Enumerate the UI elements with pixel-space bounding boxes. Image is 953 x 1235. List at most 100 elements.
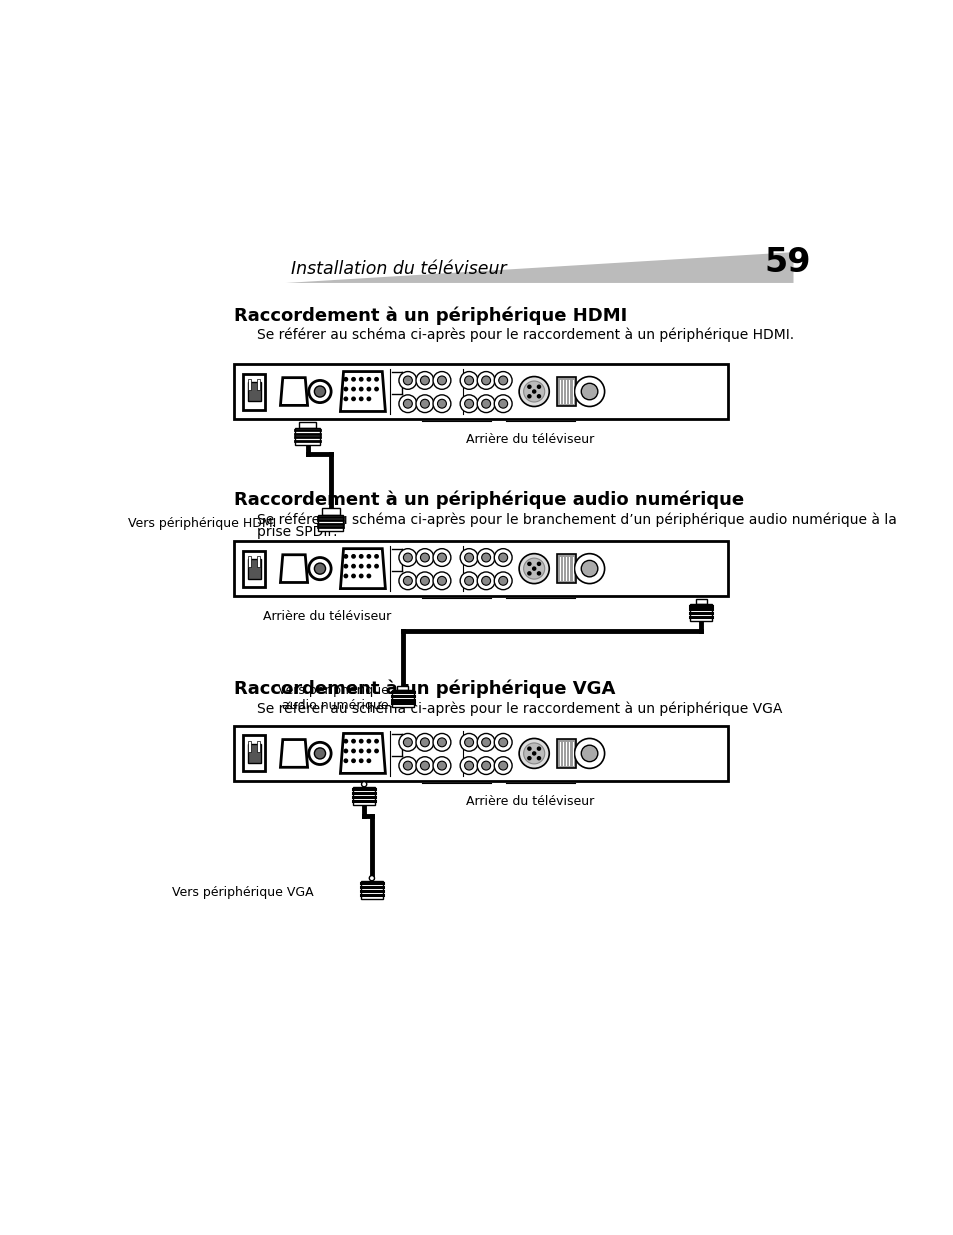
Circle shape bbox=[367, 564, 370, 568]
Circle shape bbox=[352, 388, 355, 390]
Circle shape bbox=[416, 395, 434, 412]
Circle shape bbox=[344, 398, 347, 400]
Circle shape bbox=[527, 757, 531, 760]
Bar bbox=[243, 373, 265, 410]
Bar bbox=[248, 382, 260, 401]
Circle shape bbox=[398, 548, 416, 567]
Circle shape bbox=[375, 740, 377, 743]
Circle shape bbox=[359, 378, 362, 380]
Polygon shape bbox=[280, 740, 307, 767]
Bar bbox=[690, 604, 711, 621]
Circle shape bbox=[459, 372, 477, 389]
Circle shape bbox=[523, 558, 544, 579]
Circle shape bbox=[532, 567, 536, 571]
Circle shape bbox=[416, 548, 434, 567]
Bar bbox=[243, 735, 265, 772]
Circle shape bbox=[574, 377, 604, 406]
Circle shape bbox=[527, 572, 531, 576]
Text: Se référer au schéma ci-après pour le raccordement à un périphérique HDMI.: Se référer au schéma ci-après pour le ra… bbox=[257, 327, 794, 342]
Circle shape bbox=[403, 577, 412, 585]
Circle shape bbox=[398, 372, 416, 389]
Circle shape bbox=[403, 737, 412, 747]
Circle shape bbox=[481, 399, 490, 408]
Bar bbox=[233, 541, 728, 597]
Bar bbox=[248, 556, 251, 567]
Circle shape bbox=[352, 564, 355, 568]
Circle shape bbox=[314, 748, 325, 760]
Circle shape bbox=[476, 395, 495, 412]
Circle shape bbox=[344, 378, 347, 380]
Text: Se référer au schéma ci-après pour le raccordement à un périphérique VGA: Se référer au schéma ci-après pour le ra… bbox=[257, 701, 781, 715]
Bar bbox=[233, 726, 728, 782]
Circle shape bbox=[367, 398, 370, 400]
Circle shape bbox=[498, 577, 507, 585]
Circle shape bbox=[359, 388, 362, 390]
Circle shape bbox=[481, 553, 490, 562]
Circle shape bbox=[433, 395, 451, 412]
Circle shape bbox=[464, 577, 473, 585]
Bar bbox=[695, 599, 706, 604]
Circle shape bbox=[459, 548, 477, 567]
Circle shape bbox=[481, 737, 490, 747]
Circle shape bbox=[420, 577, 429, 585]
Circle shape bbox=[375, 378, 377, 380]
Circle shape bbox=[359, 398, 362, 400]
Circle shape bbox=[494, 548, 512, 567]
Circle shape bbox=[433, 734, 451, 751]
Circle shape bbox=[464, 737, 473, 747]
Circle shape bbox=[494, 395, 512, 412]
Circle shape bbox=[416, 572, 434, 589]
Circle shape bbox=[344, 388, 347, 390]
Circle shape bbox=[464, 375, 473, 385]
Bar bbox=[392, 690, 414, 708]
Circle shape bbox=[580, 745, 598, 762]
Circle shape bbox=[359, 740, 362, 743]
Text: 59: 59 bbox=[763, 246, 810, 279]
Circle shape bbox=[494, 757, 512, 774]
Circle shape bbox=[437, 399, 446, 408]
Circle shape bbox=[437, 375, 446, 385]
Circle shape bbox=[494, 372, 512, 389]
Circle shape bbox=[580, 383, 598, 400]
Circle shape bbox=[433, 757, 451, 774]
Circle shape bbox=[352, 574, 355, 578]
Circle shape bbox=[416, 372, 434, 389]
Circle shape bbox=[437, 761, 446, 771]
Circle shape bbox=[403, 761, 412, 771]
Circle shape bbox=[498, 375, 507, 385]
Circle shape bbox=[344, 564, 347, 568]
Circle shape bbox=[314, 563, 325, 574]
Polygon shape bbox=[286, 252, 793, 283]
Circle shape bbox=[459, 734, 477, 751]
Circle shape bbox=[352, 740, 355, 743]
Bar bbox=[294, 429, 319, 445]
Circle shape bbox=[574, 739, 604, 768]
Circle shape bbox=[367, 378, 370, 380]
Circle shape bbox=[352, 398, 355, 400]
Circle shape bbox=[309, 380, 331, 403]
Circle shape bbox=[459, 757, 477, 774]
Circle shape bbox=[532, 752, 536, 755]
Circle shape bbox=[433, 372, 451, 389]
Text: Raccordement à un périphérique VGA: Raccordement à un périphérique VGA bbox=[233, 679, 615, 698]
Circle shape bbox=[352, 555, 355, 558]
Text: Arrière du téléviseur: Arrière du téléviseur bbox=[262, 610, 391, 624]
Circle shape bbox=[367, 750, 370, 752]
Circle shape bbox=[375, 750, 377, 752]
Circle shape bbox=[352, 378, 355, 380]
Circle shape bbox=[367, 740, 370, 743]
Bar bbox=[257, 556, 260, 567]
Circle shape bbox=[523, 382, 544, 403]
Circle shape bbox=[420, 761, 429, 771]
Circle shape bbox=[398, 572, 416, 589]
Polygon shape bbox=[340, 372, 385, 411]
Circle shape bbox=[476, 572, 495, 589]
Circle shape bbox=[344, 740, 347, 743]
Circle shape bbox=[344, 750, 347, 752]
Circle shape bbox=[416, 734, 434, 751]
Bar bbox=[248, 558, 260, 578]
Circle shape bbox=[476, 757, 495, 774]
Text: Raccordement à un périphérique HDMI: Raccordement à un périphérique HDMI bbox=[233, 306, 626, 325]
Bar bbox=[322, 508, 339, 515]
Circle shape bbox=[437, 577, 446, 585]
